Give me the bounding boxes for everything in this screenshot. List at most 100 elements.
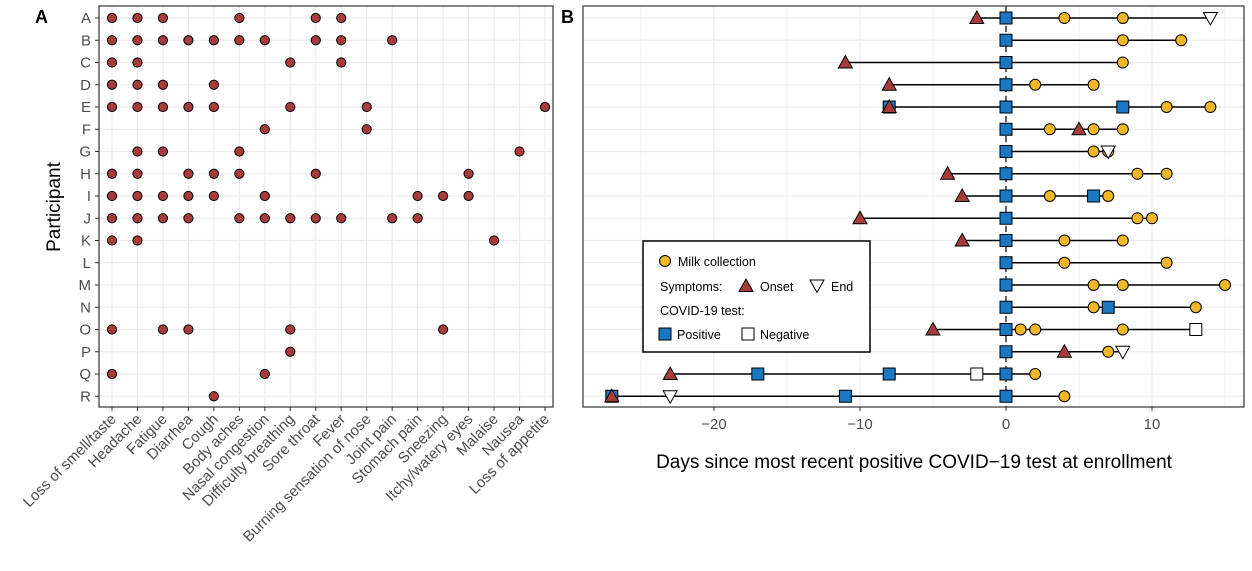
positive-test-marker — [882, 367, 896, 381]
symptom-dot — [157, 324, 169, 335]
symptom-dot — [157, 12, 169, 24]
symptom-dot — [259, 190, 270, 202]
symptom-dot — [132, 190, 143, 202]
symptom-dot — [336, 12, 347, 24]
x-tick-label: −10 — [847, 416, 872, 433]
milk-collection-point — [1160, 167, 1173, 180]
negative-test-marker — [1189, 323, 1203, 336]
symptom-dot — [132, 101, 143, 113]
symptom-dot — [285, 101, 296, 113]
symptom-end-marker — [1114, 345, 1131, 360]
positive-test-marker — [999, 345, 1013, 359]
symptom-dot — [259, 368, 270, 380]
positive-test-marker — [999, 323, 1013, 336]
symptom-dot — [132, 168, 143, 179]
symptom-dot — [259, 124, 270, 135]
milk-collection-point — [1189, 301, 1202, 314]
symptom-dot — [412, 213, 423, 224]
y-tick-label: E — [81, 99, 91, 116]
legend-box — [642, 240, 871, 353]
panel-b-border — [582, 5, 1245, 408]
positive-test-marker — [999, 33, 1013, 47]
symptom-dot — [106, 324, 118, 335]
symptom-dot — [208, 35, 219, 46]
y-tick-label: R — [80, 388, 91, 405]
symptom-dot — [106, 235, 118, 246]
positive-test-marker — [999, 300, 1013, 314]
milk-collection-point — [1102, 190, 1115, 202]
y-tick-label: L — [83, 255, 91, 272]
symptom-dot — [157, 35, 169, 46]
milk-collection-point — [1116, 234, 1129, 247]
symptom-dot — [183, 168, 194, 179]
milk-collection-point — [1204, 101, 1217, 113]
symptom-dot — [183, 35, 194, 46]
symptom-dot — [157, 146, 169, 157]
positive-test-marker — [999, 367, 1013, 381]
legend-positive-marker — [658, 327, 672, 341]
symptom-dot — [106, 213, 118, 224]
milk-collection-point — [1160, 256, 1173, 269]
legend-onset-label: Onset — [760, 280, 794, 294]
symptom-dot — [106, 79, 118, 90]
x-axis-title: Days since most recent positive COVID−19… — [656, 452, 1173, 473]
symptom-dot — [183, 213, 194, 224]
symptom-dot — [285, 57, 296, 68]
symptom-dot — [106, 368, 118, 380]
symptom-dot — [106, 101, 118, 113]
symptom-dot — [259, 35, 270, 46]
milk-collection-point — [1102, 345, 1115, 358]
y-tick-label: H — [80, 166, 91, 183]
positive-test-marker — [999, 78, 1013, 92]
milk-collection-point — [1029, 323, 1042, 336]
symptom-dot — [132, 213, 143, 224]
y-tick-label: D — [80, 77, 91, 94]
milk-collection-point — [1014, 323, 1027, 336]
symptom-dot — [157, 213, 169, 224]
symptom-dot — [539, 101, 551, 113]
symptom-onset-marker — [1056, 343, 1073, 358]
y-tick-label: N — [80, 299, 91, 316]
milk-collection-point — [1029, 368, 1042, 380]
symptom-dot — [106, 168, 118, 179]
symptom-dot — [106, 190, 118, 202]
positive-test-marker — [999, 167, 1013, 181]
symptom-dot — [259, 213, 270, 224]
y-tick-label: O — [79, 322, 91, 339]
positive-test-marker — [1101, 300, 1115, 314]
legend-milk-label: Milk collection — [678, 255, 756, 269]
positive-test-marker — [751, 367, 765, 381]
symptom-end-marker — [1202, 12, 1219, 27]
symptom-onset-marker — [954, 232, 971, 247]
milk-collection-point — [1175, 34, 1188, 47]
symptom-dot — [183, 324, 194, 335]
symptom-dot — [132, 79, 143, 90]
symptom-dot — [234, 168, 245, 179]
y-tick-label: Q — [79, 366, 91, 383]
symptom-dot — [310, 168, 321, 179]
symptom-dot — [387, 35, 398, 46]
symptom-dot — [463, 190, 474, 202]
milk-collection-point — [1116, 323, 1129, 336]
legend: Milk collection Symptoms: Onset End COVID-19… — [642, 240, 871, 353]
symptom-dot — [106, 12, 118, 24]
negative-test-marker — [970, 367, 984, 381]
symptom-onset-marker — [925, 321, 941, 336]
symptom-dot — [361, 124, 372, 135]
symptom-dot — [438, 324, 449, 335]
x-tick-label: 10 — [1144, 416, 1161, 433]
symptom-onset-marker — [837, 54, 854, 69]
symptom-dot — [208, 79, 219, 90]
milk-collection-point — [1131, 212, 1144, 225]
y-tick-label: J — [84, 210, 92, 227]
milk-collection-point — [1029, 78, 1042, 91]
y-tick-label: A — [81, 10, 91, 27]
milk-collection-point — [1087, 301, 1100, 314]
x-tick-label: −20 — [701, 416, 726, 433]
symptom-dot — [361, 101, 372, 113]
y-tick-label: G — [79, 144, 91, 161]
symptom-dot — [132, 57, 143, 68]
legend-positive-label: Positive — [677, 328, 721, 342]
symptom-dot — [157, 79, 169, 90]
y-tick-label: B — [81, 32, 91, 49]
